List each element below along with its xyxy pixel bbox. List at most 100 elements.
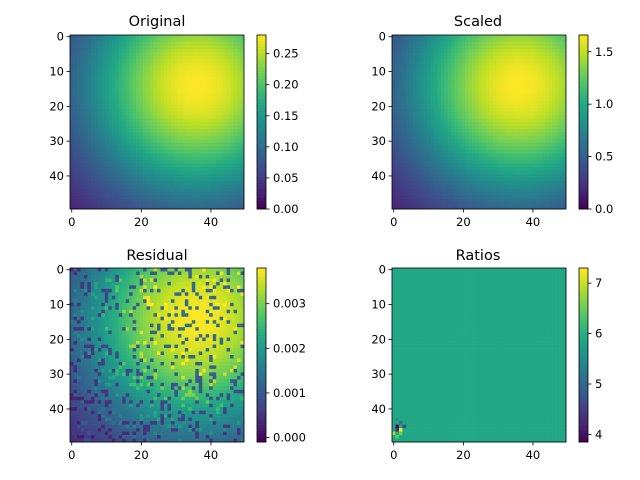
- heatmap-cell: [405, 160, 410, 165]
- heatmap-cell: [559, 111, 563, 116]
- heatmap-cell: [437, 115, 442, 119]
- heatmap-cell: [440, 69, 445, 74]
- heatmap-cell: [167, 35, 172, 39]
- heatmap-cell: [423, 97, 428, 102]
- heatmap-cell: [146, 146, 151, 151]
- heatmap-cell: [398, 132, 403, 137]
- heatmap-cell: [503, 122, 508, 126]
- heatmap-cell: [240, 97, 245, 102]
- heatmap-cell: [489, 66, 494, 71]
- heatmap-cell: [444, 97, 449, 102]
- heatmap-cell: [83, 94, 88, 98]
- heatmap-cell: [233, 108, 238, 112]
- heatmap-cell: [160, 118, 165, 123]
- heatmap-cell: [94, 52, 99, 57]
- heatmap-cell: [548, 45, 553, 50]
- heatmap-cell: [482, 163, 487, 168]
- heatmap-cell: [163, 80, 168, 85]
- heatmap-cell: [191, 174, 196, 179]
- heatmap-cell: [104, 59, 109, 64]
- heatmap-cell: [499, 35, 504, 39]
- heatmap-cell: [181, 195, 186, 199]
- heatmap-cell: [111, 177, 116, 182]
- heatmap-cell: [132, 149, 137, 154]
- heatmap-cell: [426, 167, 431, 172]
- heatmap-cell: [174, 170, 179, 175]
- heatmap-cell: [87, 125, 92, 130]
- heatmap-cell: [146, 118, 151, 123]
- heatmap-cell: [440, 101, 445, 105]
- heatmap-cell: [115, 122, 120, 126]
- heatmap-cell: [405, 177, 410, 182]
- heatmap-cell: [412, 160, 417, 165]
- heatmap-cell: [552, 142, 556, 147]
- heatmap-cell: [122, 66, 127, 71]
- heatmap-cell: [209, 90, 214, 95]
- heatmap-cell: [73, 69, 78, 74]
- heatmap-cell: [108, 184, 113, 189]
- heatmap-cell: [205, 139, 210, 144]
- heatmap-cell: [195, 101, 200, 105]
- heatmap-cell: [80, 170, 85, 175]
- heatmap-cell: [548, 191, 553, 196]
- heatmap-cell: [506, 48, 511, 53]
- heatmap-cell: [562, 142, 567, 147]
- heatmap-cell: [115, 181, 120, 185]
- heatmap-cell: [499, 142, 504, 147]
- heatmap-cell: [87, 111, 92, 116]
- heatmap-cell: [122, 69, 127, 74]
- heatmap-cell: [402, 73, 407, 78]
- heatmap-cell: [451, 156, 455, 161]
- heatmap-cell: [188, 142, 193, 147]
- heatmap-cell: [479, 104, 483, 109]
- heatmap-cell: [80, 48, 85, 53]
- heatmap-cell: [395, 163, 400, 168]
- heatmap-cell: [150, 41, 154, 46]
- heatmap-cell: [160, 45, 165, 50]
- heatmap-cell: [160, 153, 165, 158]
- heatmap-cell: [426, 69, 431, 74]
- heatmap-cell: [485, 128, 490, 133]
- heatmap-cell: [437, 177, 442, 182]
- heatmap-cell: [510, 45, 515, 50]
- heatmap-cell: [188, 55, 193, 60]
- heatmap-cell: [111, 149, 116, 154]
- heatmap-cell: [191, 170, 196, 175]
- heatmap-cell: [416, 62, 421, 67]
- heatmap-cell: [555, 139, 560, 144]
- heatmap-cell: [395, 87, 400, 92]
- heatmap-cell: [461, 118, 466, 123]
- heatmap-cell: [70, 62, 74, 67]
- heatmap-cell: [398, 94, 403, 98]
- heatmap-cell: [433, 97, 438, 102]
- heatmap-cell: [70, 156, 74, 161]
- heatmap-cell: [545, 174, 549, 179]
- heatmap-cell: [153, 87, 158, 92]
- heatmap-cell: [167, 198, 172, 203]
- heatmap-cell: [447, 160, 452, 165]
- heatmap-cell: [87, 132, 92, 137]
- heatmap-cell: [479, 38, 483, 43]
- heatmap-cell: [461, 83, 466, 88]
- colorbar-segment: [257, 200, 266, 204]
- heatmap-cell: [426, 38, 431, 43]
- heatmap-cell: [538, 122, 542, 126]
- heatmap-cell: [104, 191, 109, 196]
- heatmap-cell: [395, 156, 400, 161]
- heatmap-cell: [125, 153, 130, 158]
- heatmap-cell: [157, 160, 161, 165]
- heatmap-cell: [475, 198, 480, 203]
- heatmap-cell: [412, 111, 417, 116]
- heatmap-cell: [216, 181, 220, 185]
- heatmap-cell: [101, 76, 106, 81]
- heatmap-cell: [475, 101, 480, 105]
- heatmap-cell: [150, 45, 154, 50]
- heatmap-cell: [198, 142, 203, 147]
- heatmap-cell: [419, 160, 424, 165]
- heatmap-cell: [555, 160, 560, 165]
- heatmap-cell: [517, 101, 522, 105]
- heatmap-cell: [87, 205, 92, 210]
- heatmap-cell: [437, 184, 442, 189]
- heatmap-cell: [233, 177, 238, 182]
- heatmap-cell: [472, 125, 476, 130]
